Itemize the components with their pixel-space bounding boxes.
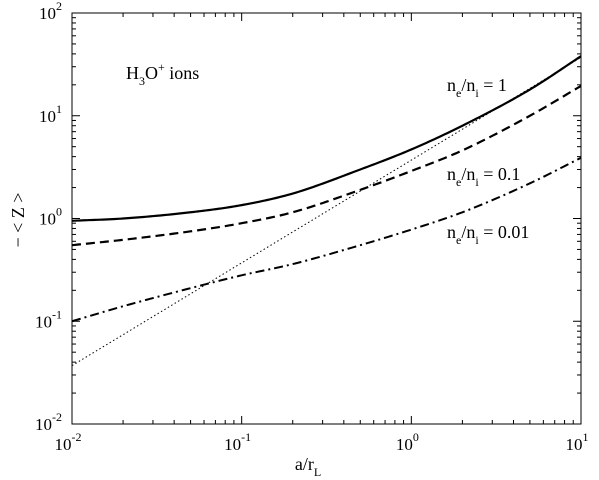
y-tick-label: 102 [39,0,62,23]
y-tick-label: 10-2 [35,410,62,434]
x-axis-title: a/rL [295,454,321,479]
series-label-ratio-0-01: ne/ni = 0.01 [447,222,529,247]
y-axis-title: − < Z > [8,193,28,248]
y-tick-label: 10-1 [35,307,62,331]
annotation-title: H3O+ ions [126,60,199,88]
series-line-ratio-0-01 [71,156,582,323]
y-tick-label: 101 [39,102,62,126]
tick-labels: 10-2 10-1 100 101 10-2 10-1 100 101 102 [35,0,589,454]
x-tick-label: 10-1 [224,430,251,454]
axis-ticks [71,12,582,425]
x-tick-label: 100 [396,430,419,454]
x-tick-label: 101 [566,430,589,454]
x-tick-label: 10-2 [55,430,82,454]
series-label-ratio-0-1: ne/ni = 0.1 [447,164,520,189]
series-lines [71,55,582,367]
series-line-ratio-0-1 [71,85,582,247]
y-tick-label: 100 [39,205,62,229]
series-label-ratio-1: ne/ni = 1 [447,75,507,100]
